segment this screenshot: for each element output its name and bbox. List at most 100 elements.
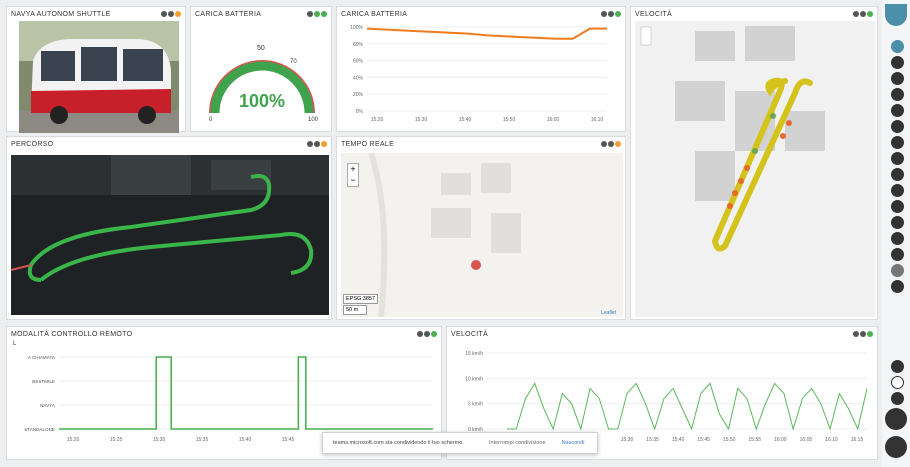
battery-line-chart: 100% 80% 60% 40% 20% 0% 15:20 15:30 15:40 15:50 16…: [350, 25, 607, 123]
speed-series-line: [507, 382, 868, 431]
x-tick-label: 16:00: [547, 117, 560, 123]
remote-y-label: L: [13, 341, 17, 347]
gauge-tick-100: 100: [308, 117, 319, 123]
speed-map-panel: VELOCITÀ: [630, 6, 878, 320]
panel-controls[interactable]: [161, 11, 181, 17]
x-tick-label: 15:45: [282, 437, 295, 443]
remote-control-chart: A CHIAMATA BESTMILE NAVYA STANDALONE 15:20 15…: [24, 355, 433, 443]
speed-icon[interactable]: [885, 408, 907, 430]
x-tick-label: 15:35: [196, 437, 209, 443]
y-tick-label: 60%: [353, 59, 364, 65]
y-tick-label: 80%: [353, 42, 364, 48]
battery-gauge-panel: CARICA BATTERIA 0 50 70 100 100%: [190, 6, 332, 132]
epsg-label: EPSG:3857: [343, 294, 379, 304]
x-tick-label: 15:45: [697, 437, 710, 443]
help-icon[interactable]: [891, 376, 904, 389]
y-tick-label: 0 km/h: [468, 427, 483, 433]
panel-controls[interactable]: [601, 141, 621, 147]
pencil-icon[interactable]: [891, 248, 904, 261]
category-label: BESTMILE: [32, 379, 55, 384]
panel-controls[interactable]: [601, 11, 621, 17]
alert-icon[interactable]: [891, 360, 904, 373]
x-tick-label: 15:50: [723, 437, 736, 443]
screen-share-toast: teams.microsoft.com sta condividendo il …: [322, 432, 598, 454]
panel-controls[interactable]: [417, 331, 437, 337]
y-tick-label: 5 km/h: [468, 402, 483, 408]
route-title: PERCORSO: [11, 141, 54, 148]
tools-icon[interactable]: [891, 72, 904, 85]
speed-chart-title: VELOCITÀ: [451, 331, 489, 338]
y-tick-label: 20%: [353, 92, 364, 98]
panel-controls[interactable]: [307, 11, 327, 17]
circle-icon[interactable]: [891, 280, 904, 293]
route-icon[interactable]: [891, 88, 904, 101]
vehicle-panel: NAVYA AUTONOM SHUTTLE: [6, 6, 186, 133]
list-icon[interactable]: [891, 200, 904, 213]
x-tick-label: 16:00: [774, 437, 787, 443]
battery-gauge-title: CARICA BATTERIA: [195, 11, 262, 18]
remote-control-title: MODALITÀ CONTROLLO REMOTO: [11, 331, 133, 338]
y-tick-label: 15 km/h: [465, 351, 483, 357]
speed-map-title: VELOCITÀ: [635, 11, 673, 18]
zoom-in-button[interactable]: +: [350, 164, 356, 174]
hide-button[interactable]: Nascondi: [561, 440, 585, 446]
layers-icon[interactable]: [891, 264, 904, 277]
realtime-title: TEMPO REALE: [341, 141, 395, 148]
cloud-icon[interactable]: [891, 168, 904, 181]
twitter-icon[interactable]: [891, 216, 904, 229]
gauge-value: 100%: [239, 91, 285, 111]
realtime-panel: TEMPO REALE + − EPSG:3857 50 m Leaflet: [336, 136, 626, 320]
battery-icon[interactable]: [891, 152, 904, 165]
right-sidebar: [882, 0, 910, 467]
x-tick-label: 15:20: [67, 437, 80, 443]
speed-line-chart: 15 km/h 10 km/h 5 km/h 0 km/h 15:30 15:35 15:4…: [465, 351, 868, 443]
x-tick-label: 15:40: [239, 437, 252, 443]
zoom-control: + −: [347, 163, 359, 187]
logo-icon[interactable]: [885, 4, 907, 26]
x-tick-label: 15:25: [110, 437, 123, 443]
bus-icon[interactable]: [891, 136, 904, 149]
panel-controls[interactable]: [307, 141, 327, 147]
battery-gauge: 0 50 70 100 100%: [209, 45, 319, 123]
shuttle-photo: [19, 21, 179, 133]
y-tick-label: 0%: [356, 109, 364, 115]
remote-series-line: [59, 356, 433, 430]
x-tick-label: 16:05: [800, 437, 813, 443]
vehicle-panel-title: NAVYA AUTONOM SHUTTLE: [11, 11, 111, 18]
x-tick-label: 16:10: [591, 117, 604, 123]
category-label: STANDALONE: [24, 427, 55, 432]
gauge-tick-0: 0: [209, 117, 213, 123]
trophy-icon[interactable]: [891, 104, 904, 117]
x-tick-label: 15:35: [646, 437, 659, 443]
info-icon[interactable]: [891, 120, 904, 133]
x-tick-label: 15:30: [415, 117, 428, 123]
category-label: A CHIAMATA: [28, 355, 56, 360]
panel-controls[interactable]: [853, 331, 873, 337]
settings-icon[interactable]: [885, 436, 907, 458]
undo-icon[interactable]: [891, 56, 904, 69]
toast-text: teams.microsoft.com sta condividendo il …: [333, 440, 464, 446]
gauge-icon[interactable]: [891, 184, 904, 197]
scale-label: 50 m: [343, 305, 367, 315]
zoom-out-button[interactable]: −: [350, 175, 356, 185]
x-tick-label: 15:40: [459, 117, 472, 123]
chart-icon[interactable]: [891, 232, 904, 245]
x-tick-label: 16:10: [825, 437, 838, 443]
battery-chart-title: CARICA BATTERIA: [341, 11, 408, 18]
y-tick-label: 40%: [353, 75, 364, 81]
battery-series-line: [366, 27, 607, 40]
more-icon[interactable]: [891, 392, 904, 405]
x-tick-label: 15:20: [371, 117, 384, 123]
x-tick-label: 15:30: [621, 437, 634, 443]
panel-controls[interactable]: [853, 11, 873, 17]
gauge-tick-50: 50: [257, 45, 265, 52]
realtime-map[interactable]: [341, 153, 623, 317]
x-tick-label: 16:15: [851, 437, 864, 443]
home-icon[interactable]: [891, 40, 904, 53]
stop-sharing-button[interactable]: Interrompi condivisione: [489, 440, 546, 446]
x-tick-label: 15:50: [503, 117, 516, 123]
battery-chart-panel: CARICA BATTERIA 100% 80% 60% 40% 20% 0% 15:20 1…: [336, 6, 626, 132]
x-tick-label: 15:55: [749, 437, 762, 443]
map-attribution[interactable]: Leaflet: [601, 310, 617, 316]
route-3d-view: [11, 155, 329, 315]
